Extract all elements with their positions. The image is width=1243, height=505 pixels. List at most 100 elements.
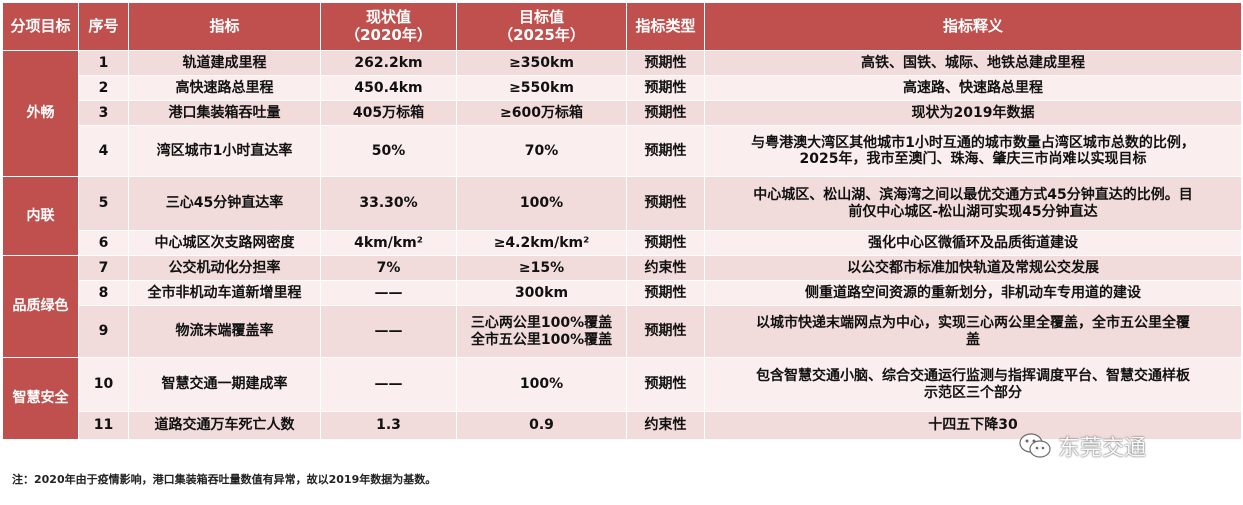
header-target: 目标值 （2025年） (456, 2, 627, 51)
row-index: 7 (78, 255, 129, 281)
header-indicator: 指标 (128, 2, 321, 51)
row-indicator: 物流末端覆盖率 (128, 305, 321, 358)
header-index: 序号 (78, 2, 129, 51)
row-definition-line1: 中心城区、松山湖、滨海湾之间以最优交通方式45分钟直达的比例。目 (753, 187, 1193, 204)
indicator-table: 分项目标 序号 指标 现状值 （2020年） 目标值 （2025年） 指标类型 指标… (2, 2, 1242, 440)
row-target-line1: 三心两公里100%覆盖 (470, 315, 613, 332)
header-target-line2: （2025年） (498, 25, 585, 44)
row-current: 1.3 (320, 411, 457, 440)
row-target-line2: 全市五公里100%覆盖 (470, 331, 613, 348)
header-target-line1: 目标值 (518, 8, 564, 27)
row-target: 100% (456, 176, 627, 231)
row-index: 11 (78, 411, 129, 440)
table-row: 6 中心城区次支路网密度 4km/km² ≥4.2km/km² 预期性 强化中心… (3, 230, 1242, 256)
header-current-line1: 现状值 (365, 8, 411, 27)
row-current: 450.4km (320, 75, 457, 101)
row-indicator: 轨道建成里程 (128, 50, 321, 76)
header-type: 指标类型 (626, 2, 705, 51)
row-indicator: 中心城区次支路网密度 (128, 230, 321, 256)
row-definition-line2: 示范区三个部分 (924, 384, 1022, 401)
row-indicator: 道路交通万车死亡人数 (128, 411, 321, 440)
row-definition-line2: 前仅中心城区-松山湖可实现45分钟直达 (848, 203, 1098, 220)
table-row: 品质绿色 7 公交机动化分担率 7% ≥15% 约束性 以公交都市标准加快轨道及… (2, 255, 1242, 358)
row-current: 33.30% (320, 176, 457, 231)
row-definition: 现状为2019年数据 (704, 100, 1242, 126)
row-target: ≥550km (456, 75, 627, 101)
row-index: 10 (78, 357, 129, 412)
row-indicator: 港口集装箱吞吐量 (128, 100, 321, 126)
row-type: 约束性 (626, 411, 705, 440)
row-definition: 强化中心区微循环及品质街道建设 (704, 230, 1242, 256)
table-row: 3 港口集装箱吞吐量 405万标箱 ≥600万标箱 预期性 现状为2019年数据 (3, 100, 1242, 126)
row-indicator: 湾区城市1小时直达率 (128, 125, 321, 177)
category-cell: 智慧安全 (2, 357, 79, 440)
row-definition: 中心城区、松山湖、滨海湾之间以最优交通方式45分钟直达的比例。目 前仅中心城区-松… (704, 176, 1242, 231)
footnote: 注：2020年由于疫情影响，港口集装箱吞吐量数值有异常，故以2019年数据为基数… (12, 473, 437, 486)
row-index: 2 (78, 75, 129, 101)
row-definition-line2: 2025年，我市至澳门、珠海、肇庆三市尚难以实现目标 (799, 151, 1147, 167)
header-definition: 指标释义 (704, 2, 1242, 51)
row-target: 0.9 (456, 411, 627, 440)
row-definition: 高速路、快速路总里程 (704, 75, 1242, 101)
category-cell: 品质绿色 (2, 255, 79, 358)
row-current: 262.2km (320, 50, 457, 76)
table-row: 4 湾区城市1小时直达率 50% 70% 预期性 与粤港澳大湾区其他城市1小时互… (3, 125, 1242, 177)
row-current: —— (320, 280, 457, 306)
table-row: 8 全市非机动车道新增里程 —— 300km 预期性 侧重道路空间资源的重新划分… (3, 280, 1242, 306)
row-definition-line2: 盖 (966, 331, 980, 348)
row-target: ≥600万标箱 (456, 100, 627, 126)
row-index: 1 (78, 50, 129, 76)
watermark: 东莞交通 (1018, 430, 1146, 462)
row-index: 8 (78, 280, 129, 306)
row-indicator: 高快速路总里程 (128, 75, 321, 101)
row-target: 100% (456, 357, 627, 412)
row-type: 预期性 (626, 50, 705, 76)
row-index: 4 (78, 125, 129, 177)
row-definition-line1: 以城市快递末端网点为中心，实现三心两公里全覆盖，全市五公里全覆 (756, 315, 1190, 332)
table-row: 内联 5 三心45分钟直达率 33.30% 100% 预期性 中心城区、松山湖、… (2, 176, 1242, 256)
row-target: ≥4.2km/km² (456, 230, 627, 256)
row-type: 约束性 (626, 255, 705, 281)
row-target: 300km (456, 280, 627, 306)
row-index: 6 (78, 230, 129, 256)
table-row: 9 物流末端覆盖率 —— 三心两公里100%覆盖 全市五公里100%覆盖 预期性 … (3, 305, 1242, 358)
category-cell: 内联 (2, 176, 79, 256)
row-index: 5 (78, 176, 129, 231)
row-type: 预期性 (626, 125, 705, 177)
wechat-icon (1019, 433, 1051, 458)
row-indicator: 三心45分钟直达率 (128, 176, 321, 231)
row-current: 405万标箱 (320, 100, 457, 126)
table-row: 2 高快速路总里程 450.4km ≥550km 预期性 高速路、快速路总里程 (3, 75, 1242, 101)
row-type: 预期性 (626, 230, 705, 256)
row-type: 预期性 (626, 100, 705, 126)
watermark-text: 东莞交通 (1058, 436, 1147, 461)
row-definition: 以公交都市标准加快轨道及常规公交发展 (704, 255, 1242, 281)
table-row: 11 道路交通万车死亡人数 1.3 0.9 约束性 十四五下降30 (3, 411, 1242, 440)
header-current: 现状值 （2020年） (320, 2, 457, 51)
row-current: 4km/km² (320, 230, 457, 256)
row-indicator: 公交机动化分担率 (128, 255, 321, 281)
row-type: 预期性 (626, 176, 705, 231)
row-indicator: 智慧交通一期建成率 (128, 357, 321, 412)
row-index: 9 (78, 305, 129, 358)
row-target: 70% (456, 125, 627, 177)
table-row: 外畅 1 轨道建成里程 262.2km ≥350km 预期性 高铁、国铁、城际、… (2, 50, 1242, 177)
row-target: ≥350km (456, 50, 627, 76)
row-target: ≥15% (456, 255, 627, 281)
row-current: —— (320, 305, 457, 358)
header-current-line2: （2020年） (345, 25, 432, 44)
row-definition-line1: 与粤港澳大湾区其他城市1小时互通的城市数量占湾区城市总数的比例， (751, 134, 1195, 151)
row-definition: 与粤港澳大湾区其他城市1小时互通的城市数量占湾区城市总数的比例， 2025年，我市… (704, 125, 1242, 177)
row-definition: 包含智慧交通小脑、综合交通运行监测与指挥调度平台、智慧交通样板 示范区三个部分 (704, 357, 1242, 412)
row-current: 50% (320, 125, 457, 177)
row-index: 3 (78, 100, 129, 126)
row-definition-line1: 包含智慧交通小脑、综合交通运行监测与指挥调度平台、智慧交通样板 (756, 368, 1190, 385)
category-cell: 外畅 (2, 50, 79, 177)
table-row: 智慧安全 10 智慧交通一期建成率 —— 100% 预期性 包含智慧交通小脑、综… (2, 357, 1242, 440)
row-definition: 以城市快递末端网点为中心，实现三心两公里全覆盖，全市五公里全覆盖 (704, 305, 1242, 358)
row-type: 预期性 (626, 357, 705, 412)
row-indicator: 全市非机动车道新增里程 (128, 280, 321, 306)
header-row: 分项目标 序号 指标 现状值 （2020年） 目标值 （2025年） 指标类型 指标… (2, 2, 1242, 51)
header-category: 分项目标 (2, 2, 79, 51)
row-definition: 侧重道路空间资源的重新划分，非机动车专用道的建设 (704, 280, 1242, 306)
